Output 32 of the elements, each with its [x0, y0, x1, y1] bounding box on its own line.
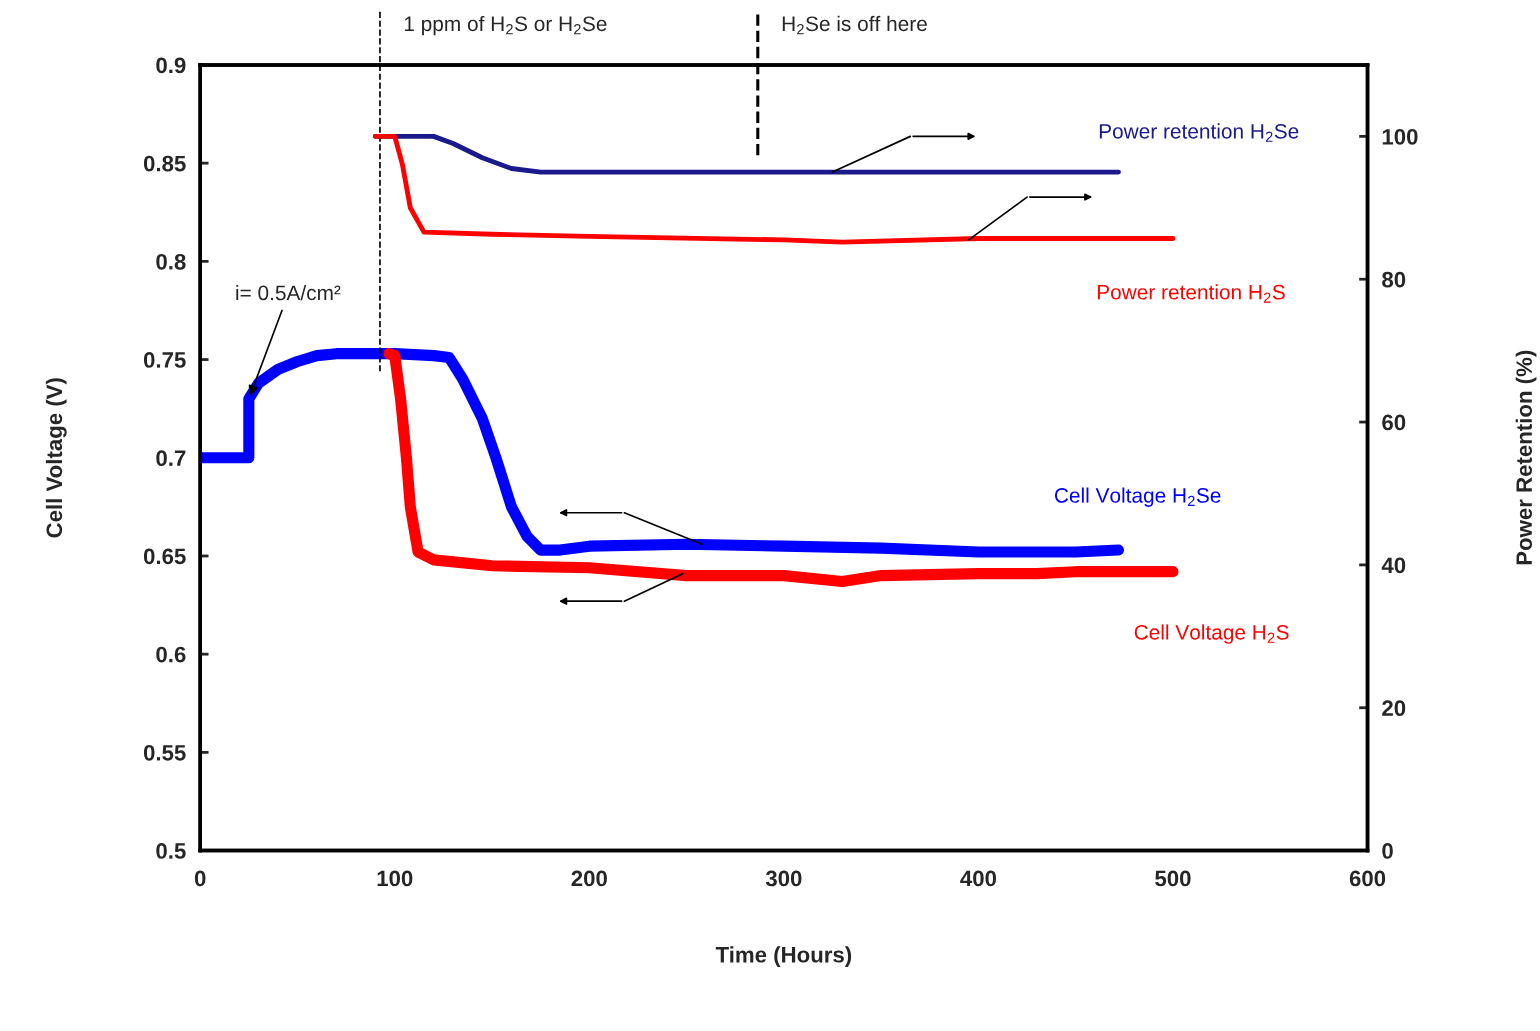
y-tick-label: 0.65 [143, 548, 186, 565]
y2-tick-label: 100 [1382, 128, 1418, 145]
ref-line-label: H$_{2}$Se is off here [782, 15, 927, 35]
y-tick-label: 0.55 [143, 744, 186, 761]
x-tick-label: 400 [960, 870, 997, 887]
x-tick-label: 100 [377, 870, 413, 887]
y-axis-title: Cell Voltage (V) [45, 378, 67, 538]
text: Power retention H$_{2}$S [1097, 284, 1285, 303]
y-tick-label: 0.6 [156, 646, 186, 663]
x-tick-label: 600 [1349, 870, 1386, 887]
y2-tick-label: 20 [1382, 700, 1406, 717]
x-tick-label: 300 [765, 870, 802, 887]
y-tick-label: 0.75 [143, 352, 186, 368]
annotation: i= 0.5A/cm² [236, 284, 341, 301]
y2-tick-label: 80 [1382, 271, 1406, 288]
x-tick-label: 200 [571, 870, 607, 887]
text: Cell Voltage H$_{2}$S [1134, 624, 1289, 644]
y2-tick-label: 0 [1382, 843, 1393, 859]
y-tick-label: 0.9 [156, 57, 186, 74]
x-axis-title: Time (Hours) [715, 946, 852, 968]
text: Cell Voltage H$_{2}$Se [1054, 487, 1221, 507]
y-tick-label: 0.8 [156, 253, 186, 270]
y-tick-label: 0.7 [156, 450, 186, 467]
x-tick-label: 500 [1155, 870, 1191, 887]
ref-line-label: 1 ppm of H$_{2}$S or H$_{2}$Se [404, 15, 607, 36]
y-tick-label: 0.5 [156, 843, 186, 859]
y2-axis-title: Power Retention (%) [1515, 350, 1537, 565]
x-tick-label: 0 [194, 870, 206, 887]
series-label: Power retention H$_{2}$Se [1099, 123, 1299, 142]
y2-tick-label: 60 [1382, 414, 1406, 431]
y2-tick-label: 40 [1381, 557, 1406, 574]
y-tick-label: 0.85 [143, 155, 186, 172]
